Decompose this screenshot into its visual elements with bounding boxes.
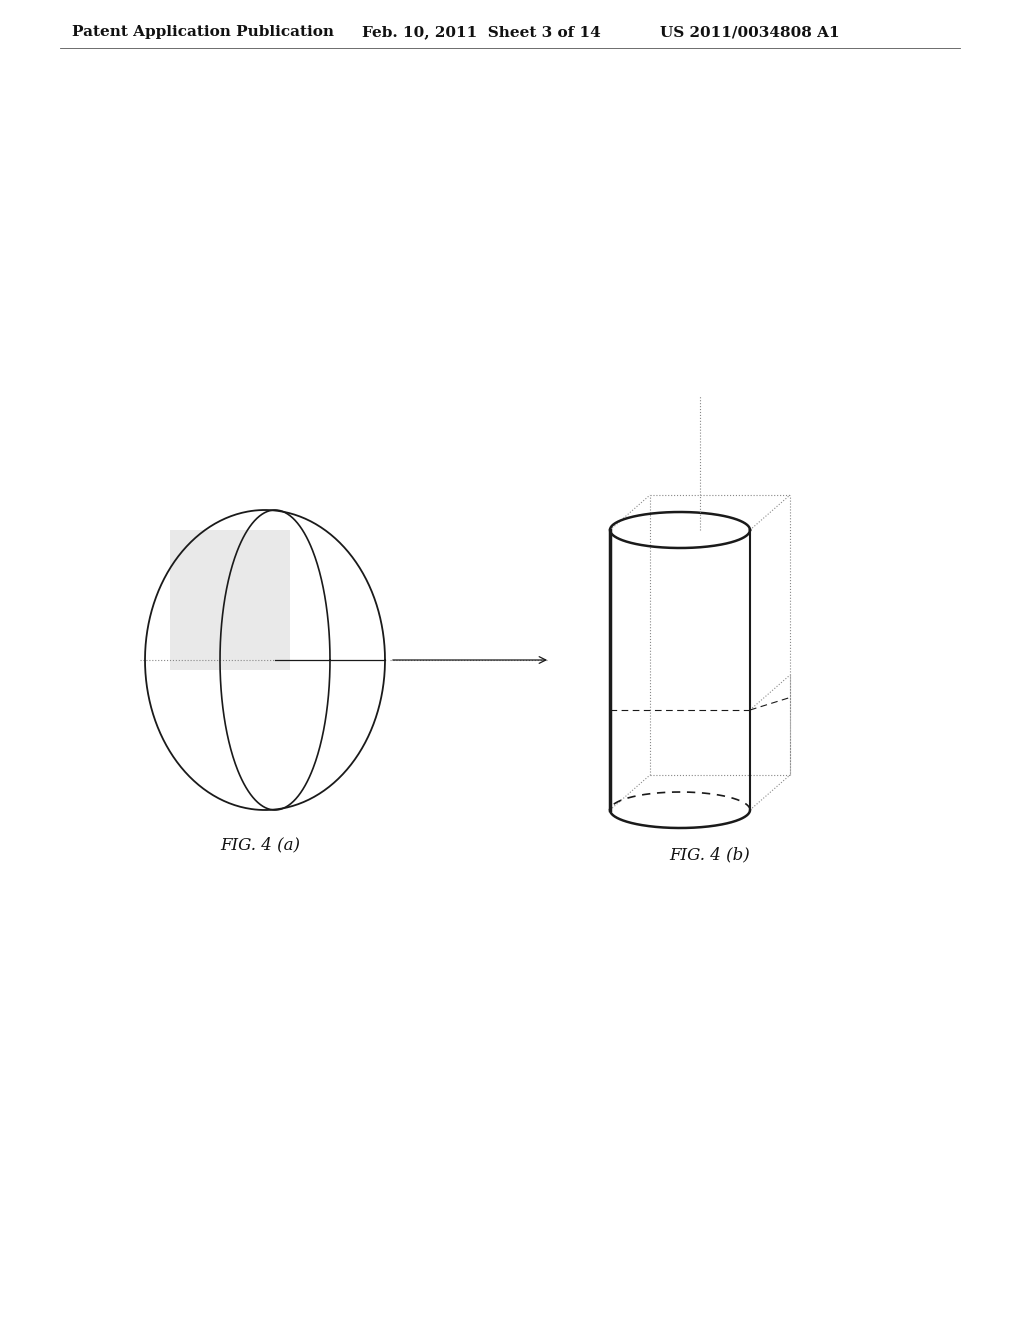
Text: US 2011/0034808 A1: US 2011/0034808 A1 [660,25,840,40]
Text: Patent Application Publication: Patent Application Publication [72,25,334,40]
Text: FIG. 4 (b): FIG. 4 (b) [670,846,751,863]
Text: FIG. 4 (a): FIG. 4 (a) [220,837,300,854]
Bar [170,531,290,671]
Text: Feb. 10, 2011  Sheet 3 of 14: Feb. 10, 2011 Sheet 3 of 14 [362,25,601,40]
